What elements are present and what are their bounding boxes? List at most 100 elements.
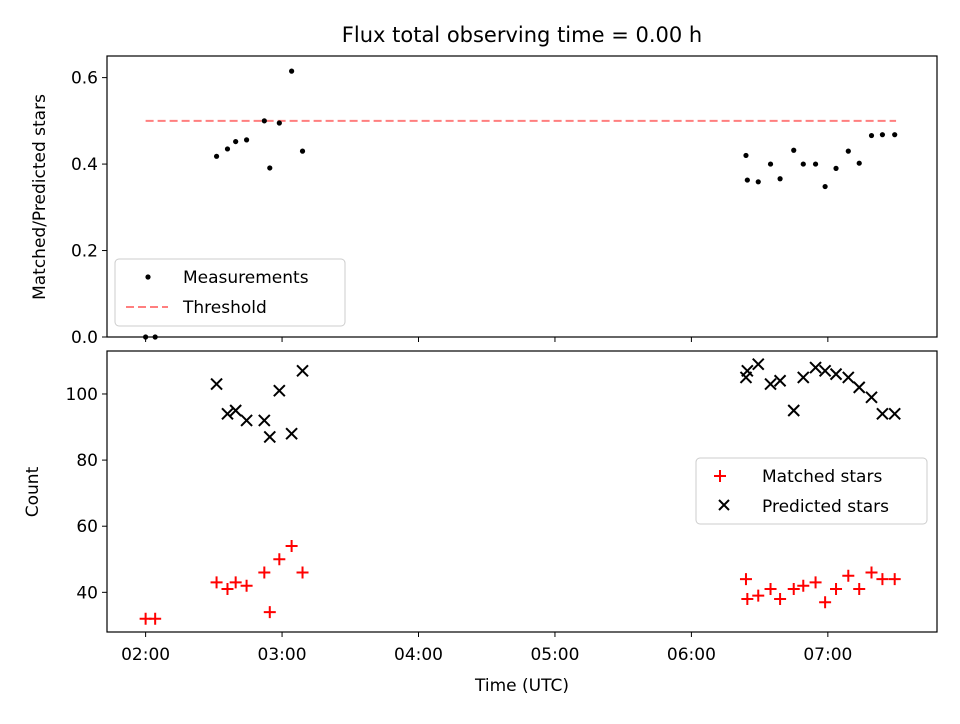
measurement-point: [233, 138, 239, 145]
top-legend: Measurements Threshold: [114, 258, 346, 327]
chart-title: Flux total observing time = 0.00 h: [342, 23, 702, 47]
top-y-tick-label: 0.2: [71, 242, 98, 262]
legend-matched-marker: [714, 470, 726, 482]
predicted-stars-point: [285, 427, 298, 440]
legend-predicted-marker: [718, 499, 730, 511]
predicted-stars-point: [888, 407, 901, 421]
bottom-y-tick-label: 60: [76, 517, 98, 537]
matched-stars-point: [797, 579, 810, 592]
top-y-tick-label: 0.4: [71, 155, 98, 175]
predicted-stars-point: [773, 374, 787, 387]
measurement-point: [777, 176, 783, 182]
matched-stars-point: [296, 566, 309, 579]
matched-stars-point: [258, 566, 271, 579]
predicted-stars-point: [797, 371, 810, 384]
measurement-point: [276, 120, 282, 126]
measurement-point: [892, 132, 898, 138]
predicted-stars-point: [258, 414, 271, 427]
measurement-point: [299, 148, 306, 154]
predicted-stars-point: [853, 381, 866, 394]
bottom-legend-box: [695, 457, 928, 525]
matched-stars-point: [787, 583, 800, 596]
predicted-stars-point: [273, 384, 286, 397]
x-tick-label: 04:00: [394, 645, 443, 665]
matched-stars-point: [876, 573, 889, 586]
matched-stars-point: [240, 579, 253, 592]
predicted-stars-point: [829, 367, 843, 381]
measurement-point: [856, 160, 862, 166]
matched-stars-point: [888, 573, 901, 586]
matched-stars-point: [285, 540, 298, 553]
matched-stars-point: [819, 596, 832, 609]
top-y-tick-label: 0.0: [71, 328, 98, 348]
predicted-stars-point: [263, 430, 276, 444]
measurement-point: [213, 153, 220, 159]
measurement-point: [755, 179, 761, 185]
measurement-point: [845, 148, 851, 154]
matched-stars-point: [865, 566, 878, 579]
matched-stars-point: [853, 583, 866, 596]
x-tick-label: 07:00: [803, 645, 852, 665]
top-legend-box: [114, 258, 346, 327]
predicted-stars-point: [221, 407, 234, 421]
matched-stars-point: [739, 573, 752, 586]
predicted-stars-point: [229, 404, 242, 417]
top-y-tick-label: 0.6: [71, 69, 98, 89]
x-tick-label: 06:00: [667, 645, 716, 665]
predicted-stars-point: [818, 364, 832, 378]
measurement-point: [267, 165, 273, 171]
measurement-point: [812, 161, 819, 167]
predicted-stars-point: [865, 391, 878, 404]
legend-predicted-label: Predicted stars: [762, 497, 889, 517]
measurement-point: [744, 177, 750, 183]
predicted-stars-point: [240, 414, 253, 427]
measurement-point: [791, 147, 797, 153]
measurement-point: [767, 161, 774, 167]
measurement-point: [800, 161, 806, 167]
legend-measurements-label: Measurements: [183, 268, 309, 288]
top-axes-frame: [106, 55, 938, 338]
measurement-point: [243, 137, 250, 143]
predicted-stars-point: [876, 407, 889, 421]
predicted-stars-point: [752, 358, 765, 371]
matched-stars-point: [221, 583, 234, 596]
measurement-point: [879, 132, 886, 138]
matched-stars-point: [229, 576, 242, 589]
legend-matched-label: Matched stars: [762, 467, 882, 487]
predicted-stars-point: [809, 361, 822, 374]
measurement-point: [822, 183, 828, 190]
bottom-legend: Matched stars Predicted stars: [695, 457, 928, 525]
predicted-stars-point: [210, 377, 223, 391]
matched-stars-point: [210, 576, 223, 589]
measurement-point: [743, 152, 749, 159]
matched-stars-point: [273, 553, 286, 566]
matched-stars-point: [263, 606, 276, 619]
x-tick-label: 02:00: [121, 645, 170, 665]
matched-stars-point: [809, 576, 822, 589]
predicted-stars-point: [787, 404, 800, 417]
matched-stars-point: [842, 569, 855, 582]
matched-stars-point: [830, 583, 843, 596]
x-tick-label: 05:00: [530, 645, 579, 665]
matched-stars-point: [752, 589, 765, 602]
top-plot-area: 0.0 0.2 0.4 0.6: [71, 68, 898, 348]
predicted-stars-point: [842, 371, 855, 384]
legend-threshold-label: Threshold: [182, 298, 267, 318]
legend-measurements-marker: [145, 274, 151, 280]
measurement-point: [261, 118, 267, 124]
bottom-y-tick-label: 40: [76, 583, 98, 603]
bottom-plot-area: 02:00 03:00 04:00 05:00 06:00 07:00 40 60 80 100: [66, 358, 901, 665]
measurement-point: [224, 146, 231, 152]
measurement-point: [868, 132, 875, 139]
matched-stars-point: [764, 583, 777, 596]
matched-stars-point: [774, 592, 787, 605]
x-tick-label: 03:00: [258, 645, 307, 665]
measurement-point: [833, 165, 839, 171]
bottom-axes-frame: [106, 350, 938, 633]
predicted-stars-point: [296, 364, 309, 378]
bottom-y-tick-label: 100: [66, 385, 98, 405]
predicted-stars-point: [741, 364, 754, 378]
matched-stars-point: [741, 592, 754, 605]
measurement-point: [289, 68, 295, 74]
